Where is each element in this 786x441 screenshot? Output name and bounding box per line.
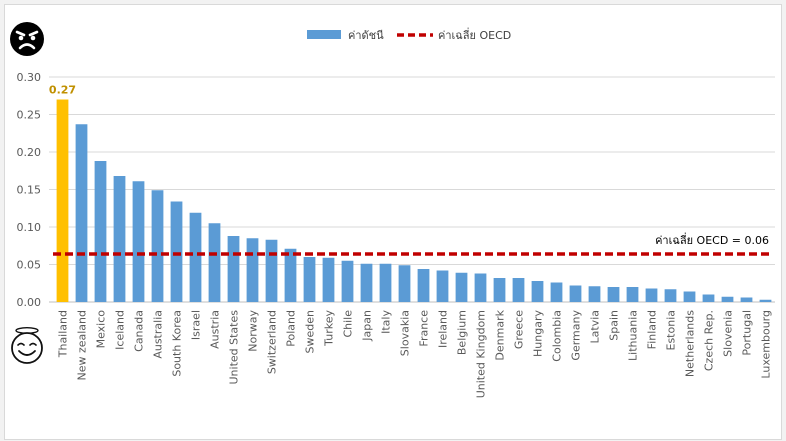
bar (740, 297, 753, 302)
x-tick-label: Slovenia (722, 310, 735, 357)
bar (246, 238, 259, 302)
bar (512, 278, 525, 302)
x-tick-label: Mexico (95, 310, 108, 349)
y-tick-label: 0.00 (17, 296, 42, 309)
bar (56, 99, 69, 302)
data-label: 0.27 (49, 84, 76, 97)
bar (759, 299, 772, 302)
x-tick-label: Switzerland (266, 310, 279, 374)
bar (436, 270, 449, 302)
bar (398, 265, 411, 302)
x-tick-label: Austria (209, 310, 222, 349)
y-tick-label: 0.20 (17, 146, 42, 159)
x-tick-label: Norway (247, 310, 260, 352)
x-tick-label: Colombia (551, 310, 564, 362)
x-tick-label: South Korea (171, 310, 184, 377)
y-tick-label: 0.10 (17, 221, 42, 234)
x-tick-label: Australia (152, 310, 165, 359)
legend-bar-label: ค่าดัชนี (348, 29, 384, 42)
y-axis-ticks: 0.00 0.05 0.10 0.15 0.20 0.25 0.30 (17, 71, 42, 309)
x-tick-label: Slovakia (399, 310, 412, 356)
reference-line-group: ค่าเฉลี่ย OECD = 0.06 (53, 232, 771, 256)
bar (588, 286, 601, 302)
x-tick-label: Denmark (494, 309, 507, 360)
x-tick-label: Iceland (114, 310, 127, 350)
bar (721, 296, 734, 302)
bar (341, 260, 354, 302)
x-tick-label: Chile (342, 310, 355, 338)
gridlines (49, 76, 775, 303)
bar (170, 201, 183, 302)
chart-frame: 0.00 0.05 0.10 0.15 0.20 0.25 0.30 0.27 Thaila… (4, 4, 782, 440)
x-tick-label: Ireland (437, 310, 450, 348)
bar (189, 212, 202, 302)
x-tick-label: Finland (646, 310, 659, 349)
x-tick-label: Lithuania (627, 310, 640, 361)
x-tick-label: Italy (380, 310, 393, 334)
bar (569, 285, 582, 302)
bar-chart: 0.00 0.05 0.10 0.15 0.20 0.25 0.30 0.27 Thaila… (17, 27, 775, 398)
bar (493, 278, 506, 302)
bar (455, 272, 468, 302)
legend-bar-swatch (307, 30, 341, 39)
reference-label: ค่าเฉลี่ย OECD = 0.06 (655, 232, 769, 247)
bar (75, 124, 88, 302)
bar (113, 176, 126, 302)
bar (227, 236, 240, 302)
legend-reference-label: ค่าเฉลี่ย OECD (438, 27, 511, 42)
x-tick-label: Netherlands (684, 310, 697, 377)
bar (474, 273, 487, 302)
x-tick-label: Belgium (456, 310, 469, 355)
x-tick-label: Czech Rep. (703, 310, 716, 371)
bar (417, 269, 430, 302)
angry-face-icon (10, 22, 44, 56)
bar (94, 161, 107, 302)
bar (607, 287, 620, 302)
x-tick-label: Poland (285, 310, 298, 347)
bars: 0.27 (49, 84, 772, 302)
smiling-face-icon (11, 327, 43, 364)
bar (151, 190, 164, 302)
x-tick-label: Sweden (304, 310, 317, 353)
x-tick-label: Portugal (741, 310, 754, 356)
x-tick-label: Hungary (532, 310, 545, 357)
x-tick-label: Japan (361, 310, 374, 342)
bar (645, 288, 658, 302)
x-tick-label: Turkey (323, 310, 336, 347)
bar (132, 181, 145, 302)
bar (683, 291, 696, 302)
bar (265, 239, 278, 302)
x-tick-label: Israel (190, 310, 203, 340)
y-tick-label: 0.25 (17, 109, 42, 122)
bar (303, 257, 316, 302)
bar (379, 263, 392, 302)
bar (208, 223, 221, 302)
y-tick-label: 0.15 (17, 184, 42, 197)
y-tick-label: 0.30 (17, 71, 42, 84)
bar (284, 248, 297, 302)
x-tick-label: Estonia (665, 310, 678, 351)
x-tick-label: United Kingdom (475, 310, 488, 398)
x-axis-ticks: Thailand New zealand Mexico Iceland Canada Au… (57, 309, 773, 398)
bar (626, 287, 639, 302)
legend: ค่าดัชนี ค่าเฉลี่ย OECD (307, 27, 511, 42)
bar (322, 257, 335, 302)
x-tick-label: Canada (133, 310, 146, 352)
bar (360, 263, 373, 302)
bar (664, 289, 677, 302)
bar (702, 294, 715, 302)
x-tick-label: Luxembourg (760, 310, 773, 379)
y-tick-label: 0.05 (17, 259, 42, 272)
x-tick-label: Germany (570, 310, 583, 361)
x-tick-label: Latvia (589, 310, 602, 344)
bar (550, 282, 563, 302)
x-tick-label: France (418, 310, 431, 347)
x-tick-label: Thailand (57, 310, 70, 358)
bar (531, 281, 544, 302)
x-tick-label: United States (228, 310, 241, 385)
x-tick-label: Greece (513, 310, 526, 349)
x-tick-label: Spain (608, 310, 621, 341)
x-tick-label: New zealand (76, 310, 89, 381)
